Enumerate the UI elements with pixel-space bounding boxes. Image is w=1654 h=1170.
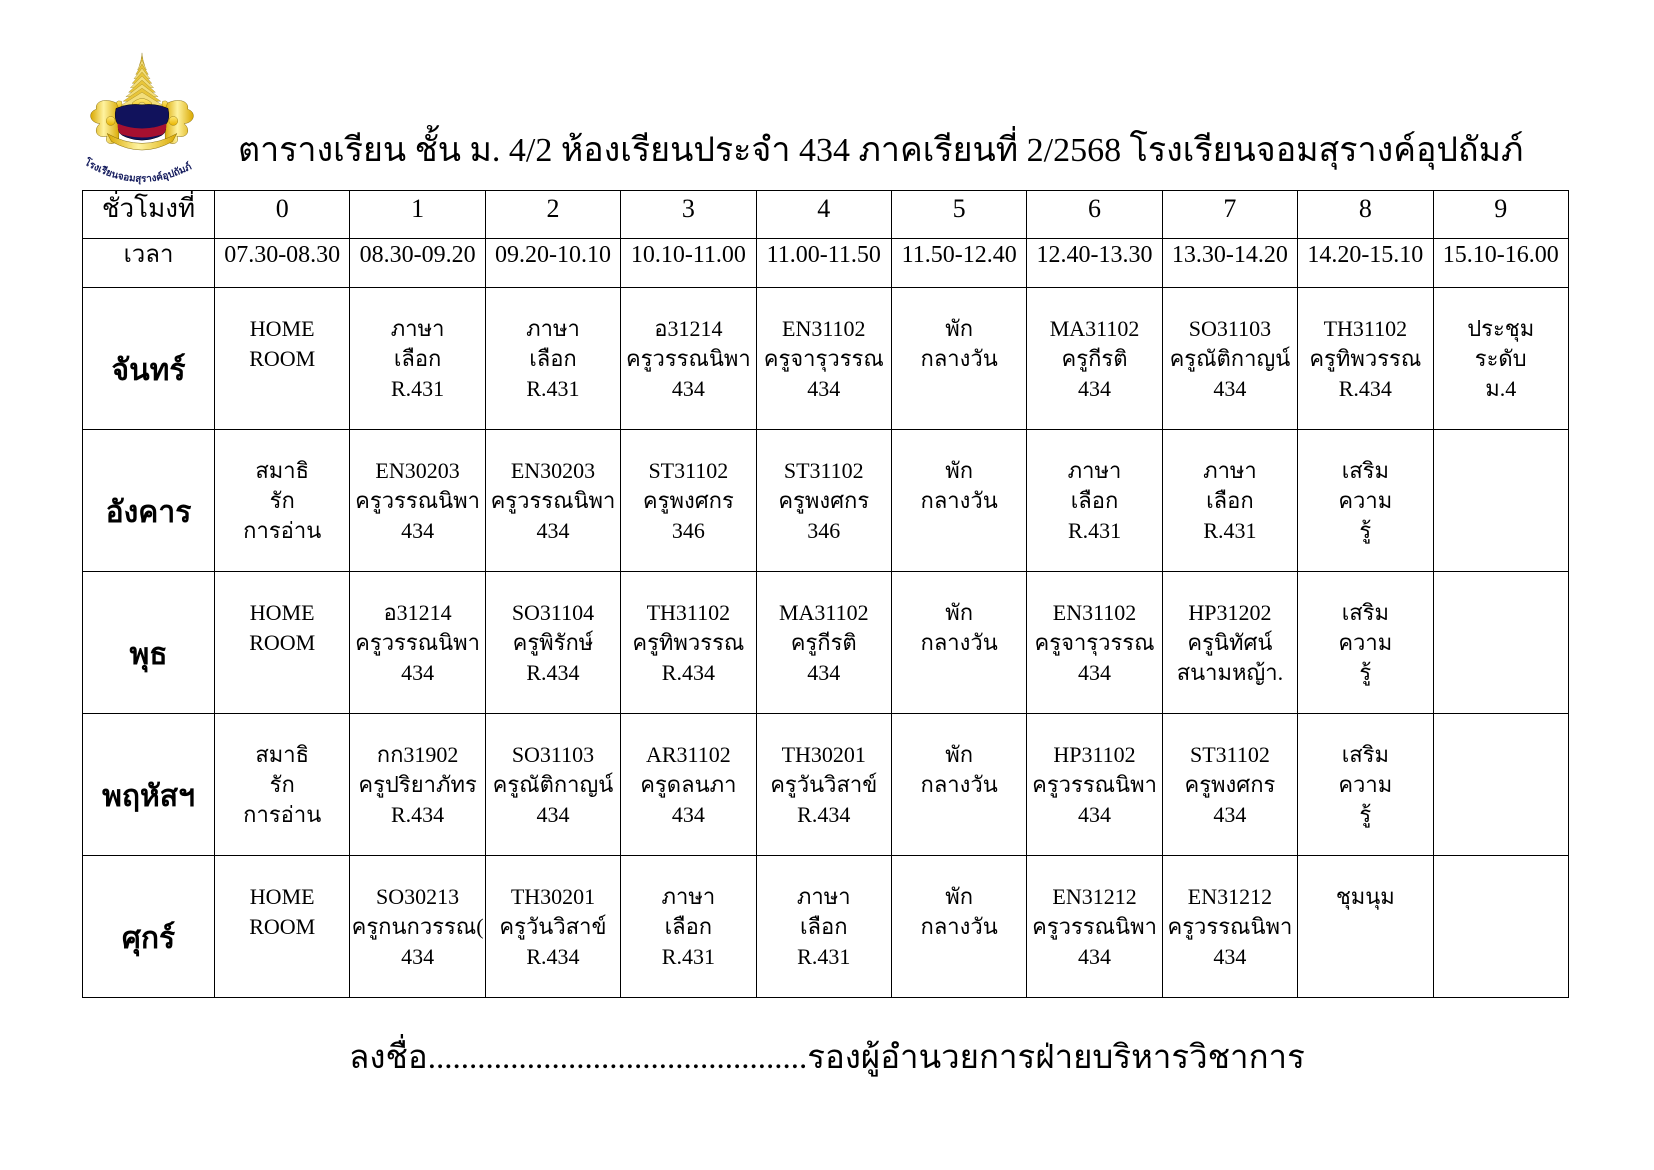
svg-text:โรงเรียนจอมสุรางค์อุปถัมภ์: โรงเรียนจอมสุรางค์อุปถัมภ์ bbox=[82, 155, 194, 185]
